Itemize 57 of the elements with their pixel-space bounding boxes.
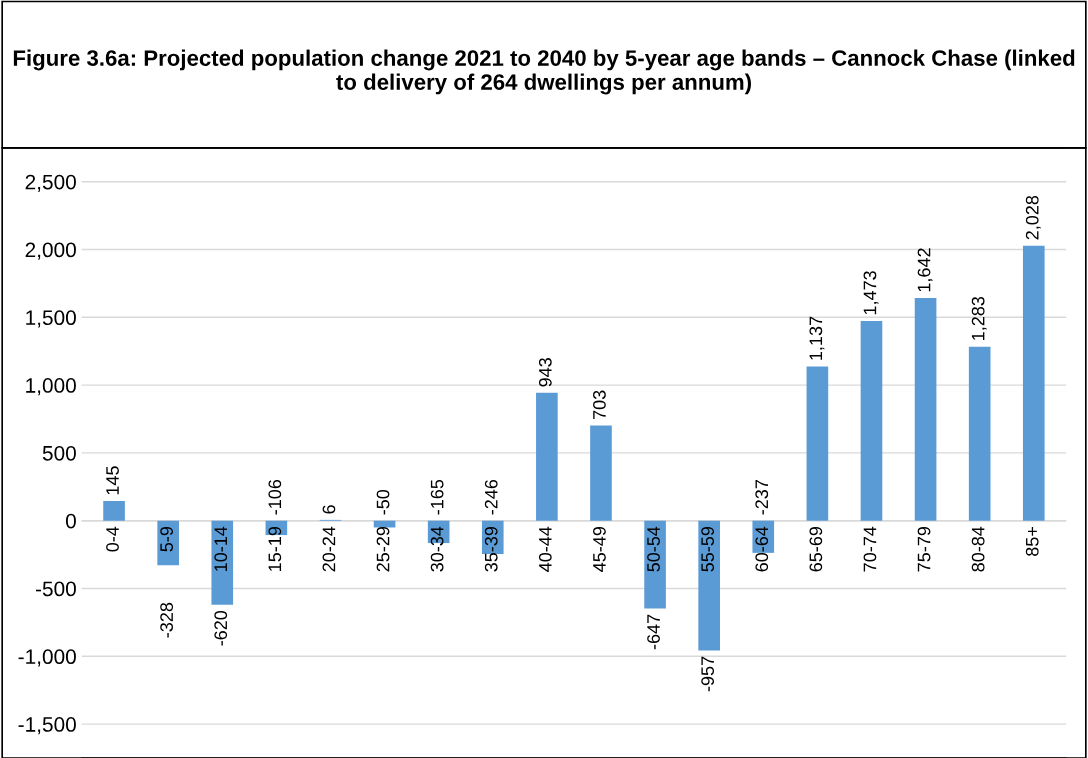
- data-label: 703: [593, 390, 606, 420]
- x-tick-label: 65-69: [809, 526, 823, 572]
- y-tick-label: -500: [35, 581, 76, 597]
- x-tick-label: 85+: [1025, 527, 1039, 556]
- bar: [1022, 245, 1045, 521]
- data-label: -328: [160, 602, 174, 638]
- data-label: -246: [484, 479, 498, 515]
- x-tick-label: 20-24: [322, 526, 336, 572]
- y-tick-label: 2,000: [25, 242, 76, 260]
- data-label: -647: [647, 614, 660, 650]
- x-tick-label: 75-79: [917, 526, 931, 572]
- data-label: 1,642: [917, 248, 933, 292]
- bar: [590, 425, 612, 521]
- data-label: -106: [268, 479, 282, 515]
- x-tick-label: 70-74: [863, 526, 877, 572]
- x-tick-label: 30-34: [430, 526, 444, 572]
- data-label: 1,283: [971, 296, 987, 340]
- y-tick-label: -1,500: [18, 717, 76, 735]
- bar: [806, 366, 829, 521]
- data-label: -237: [755, 480, 769, 515]
- x-tick-label: 45-49: [593, 526, 606, 572]
- x-tick-label: 50-54: [647, 526, 660, 572]
- y-tick-label: 1,500: [26, 310, 76, 328]
- y-tick-label: 2,500: [25, 174, 76, 192]
- x-tick-label: 15-19: [268, 526, 282, 571]
- x-tick-label: 0-4: [106, 526, 119, 552]
- y-tick-label: 500: [42, 445, 76, 461]
- data-label: 145: [106, 466, 119, 495]
- bar: [211, 520, 234, 605]
- data-label: -957: [701, 656, 715, 692]
- data-label: 943: [538, 358, 552, 387]
- data-label: 6: [322, 505, 336, 514]
- bar: [914, 298, 937, 521]
- x-tick-label: 5-9: [160, 526, 174, 552]
- bar: [103, 501, 125, 521]
- x-tick-label: 80-84: [971, 526, 985, 572]
- x-tick-label: 55-59: [701, 526, 715, 572]
- x-tick-label: 25-29: [376, 526, 390, 572]
- x-tick-label: 35-39: [484, 526, 498, 572]
- bar: [644, 520, 666, 609]
- x-tick-label: 40-44: [538, 526, 552, 572]
- data-label: 1,137: [809, 316, 825, 360]
- y-tick-label: 1,000: [26, 378, 76, 396]
- x-tick-label: 60-64: [755, 526, 769, 572]
- chart-title: Figure 3.6a: Projected population change 2021 to 2040 by 5-year age bands – Cannock Chase (linked to delivery of 264 dwellings per annum): [13, 49, 1075, 95]
- y-tick-label: -1,000: [18, 649, 76, 667]
- bar: [536, 392, 558, 521]
- bar: [698, 520, 720, 651]
- y-tick-label: 0: [65, 513, 76, 529]
- data-label: 2,028: [1025, 195, 1041, 240]
- data-label: -620: [214, 610, 228, 646]
- bar: [968, 346, 991, 521]
- data-label: 1,473: [863, 271, 879, 315]
- bar: [860, 320, 883, 521]
- data-label: -165: [430, 479, 444, 515]
- x-tick-label: 10-14: [214, 526, 228, 571]
- data-label: -50: [376, 489, 390, 515]
